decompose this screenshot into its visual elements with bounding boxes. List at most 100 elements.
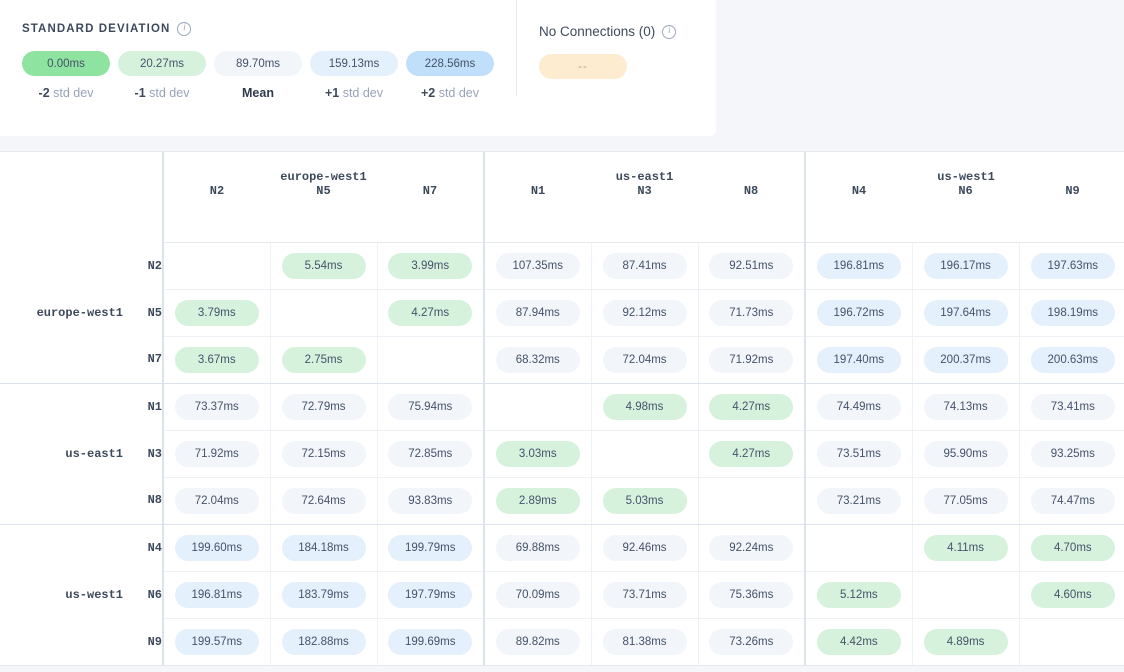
latency-cell[interactable]: 198.19ms	[1019, 289, 1124, 337]
latency-value-pill[interactable]: 197.40ms	[816, 346, 901, 373]
latency-value-pill[interactable]: 69.88ms	[495, 534, 580, 561]
latency-value-pill[interactable]: 5.54ms	[281, 252, 366, 279]
latency-cell[interactable]: 197.64ms	[912, 289, 1020, 337]
latency-cell[interactable]: 73.37ms	[163, 383, 271, 431]
latency-value-pill[interactable]: 4.60ms	[1030, 581, 1115, 608]
info-circle-icon[interactable]: i	[177, 22, 192, 36]
latency-value-pill[interactable]: 92.24ms	[709, 534, 794, 561]
latency-cell[interactable]	[163, 242, 271, 290]
latency-value-pill[interactable]: 75.94ms	[388, 393, 473, 420]
latency-value-pill[interactable]: 199.69ms	[388, 628, 473, 655]
latency-value-pill[interactable]: 73.71ms	[602, 581, 687, 608]
latency-cell[interactable]: 3.67ms	[163, 336, 271, 384]
latency-cell[interactable]: 196.17ms	[912, 242, 1020, 290]
latency-value-pill[interactable]: 4.27ms	[388, 299, 473, 326]
latency-value-pill[interactable]: 200.37ms	[923, 346, 1008, 373]
latency-value-pill[interactable]: 74.13ms	[923, 393, 1008, 420]
latency-cell[interactable]: 4.60ms	[1019, 571, 1124, 619]
latency-cell[interactable]: 71.73ms	[698, 289, 806, 337]
latency-value-pill[interactable]: 197.63ms	[1030, 252, 1115, 279]
latency-cell[interactable]: 73.41ms	[1019, 383, 1124, 431]
latency-cell[interactable]: 5.03ms	[591, 477, 699, 525]
latency-value-pill[interactable]: 87.94ms	[495, 299, 580, 326]
latency-cell[interactable]: 74.49ms	[804, 383, 913, 431]
latency-value-pill[interactable]: 71.92ms	[174, 440, 259, 467]
latency-value-pill[interactable]: 71.92ms	[709, 346, 794, 373]
latency-value-pill[interactable]: 92.12ms	[602, 299, 687, 326]
latency-value-pill[interactable]: 199.57ms	[174, 628, 259, 655]
latency-cell[interactable]: 92.12ms	[591, 289, 699, 337]
latency-cell[interactable]: 5.12ms	[804, 571, 913, 619]
latency-cell[interactable]: 3.03ms	[483, 430, 592, 478]
latency-cell[interactable]: 70.09ms	[483, 571, 592, 619]
latency-value-pill[interactable]: 73.51ms	[816, 440, 901, 467]
latency-cell[interactable]: 72.64ms	[270, 477, 378, 525]
latency-cell[interactable]: 4.11ms	[912, 524, 1020, 572]
latency-cell[interactable]: 73.51ms	[804, 430, 913, 478]
latency-cell[interactable]: 75.36ms	[698, 571, 806, 619]
latency-cell[interactable]	[270, 289, 378, 337]
latency-value-pill[interactable]: 196.17ms	[923, 252, 1008, 279]
latency-cell[interactable]	[912, 571, 1020, 619]
latency-value-pill[interactable]: 73.37ms	[174, 393, 259, 420]
latency-value-pill[interactable]: 196.72ms	[816, 299, 901, 326]
latency-cell[interactable]: 69.88ms	[483, 524, 592, 572]
latency-value-pill[interactable]: 72.64ms	[281, 487, 366, 514]
latency-value-pill[interactable]: 4.27ms	[709, 393, 794, 420]
latency-cell[interactable]	[483, 383, 592, 431]
latency-value-pill[interactable]: 5.03ms	[602, 487, 687, 514]
latency-cell[interactable]: 89.82ms	[483, 618, 592, 665]
latency-cell[interactable]: 87.41ms	[591, 242, 699, 290]
latency-cell[interactable]: 200.63ms	[1019, 336, 1124, 384]
latency-cell[interactable]: 72.85ms	[377, 430, 485, 478]
latency-cell[interactable]: 107.35ms	[483, 242, 592, 290]
latency-value-pill[interactable]: 73.41ms	[1030, 393, 1115, 420]
latency-cell[interactable]: 75.94ms	[377, 383, 485, 431]
latency-value-pill[interactable]: 4.89ms	[923, 628, 1008, 655]
latency-value-pill[interactable]: 197.79ms	[388, 581, 473, 608]
latency-cell[interactable]	[591, 430, 699, 478]
latency-value-pill[interactable]: 93.25ms	[1030, 440, 1115, 467]
latency-cell[interactable]: 93.83ms	[377, 477, 485, 525]
latency-cell[interactable]: 183.79ms	[270, 571, 378, 619]
latency-cell[interactable]: 3.79ms	[163, 289, 271, 337]
latency-cell[interactable]: 72.15ms	[270, 430, 378, 478]
latency-value-pill[interactable]: 72.15ms	[281, 440, 366, 467]
latency-value-pill[interactable]: 5.12ms	[816, 581, 901, 608]
latency-value-pill[interactable]: 3.79ms	[174, 299, 259, 326]
latency-value-pill[interactable]: 75.36ms	[709, 581, 794, 608]
latency-cell[interactable]: 72.04ms	[163, 477, 271, 525]
latency-cell[interactable]	[377, 336, 485, 384]
latency-value-pill[interactable]: 199.60ms	[174, 534, 259, 561]
latency-value-pill[interactable]: 77.05ms	[923, 487, 1008, 514]
latency-value-pill[interactable]: 71.73ms	[709, 299, 794, 326]
latency-cell[interactable]: 92.24ms	[698, 524, 806, 572]
latency-cell[interactable]: 73.26ms	[698, 618, 806, 665]
latency-value-pill[interactable]: 198.19ms	[1030, 299, 1115, 326]
latency-value-pill[interactable]: 3.67ms	[174, 346, 259, 373]
latency-value-pill[interactable]: 196.81ms	[816, 252, 901, 279]
latency-cell[interactable]: 4.42ms	[804, 618, 913, 665]
latency-cell[interactable]: 71.92ms	[698, 336, 806, 384]
latency-cell[interactable]: 93.25ms	[1019, 430, 1124, 478]
latency-cell[interactable]: 199.79ms	[377, 524, 485, 572]
latency-cell[interactable]: 4.27ms	[377, 289, 485, 337]
latency-value-pill[interactable]: 93.83ms	[388, 487, 473, 514]
latency-value-pill[interactable]: 74.49ms	[816, 393, 901, 420]
latency-cell[interactable]	[1019, 618, 1124, 665]
latency-cell[interactable]	[804, 524, 913, 572]
latency-cell[interactable]: 196.81ms	[163, 571, 271, 619]
latency-value-pill[interactable]: 87.41ms	[602, 252, 687, 279]
latency-cell[interactable]: 4.98ms	[591, 383, 699, 431]
latency-value-pill[interactable]: 183.79ms	[281, 581, 366, 608]
latency-cell[interactable]: 4.70ms	[1019, 524, 1124, 572]
latency-cell[interactable]: 2.75ms	[270, 336, 378, 384]
latency-value-pill[interactable]: 89.82ms	[495, 628, 580, 655]
latency-cell[interactable]: 2.89ms	[483, 477, 592, 525]
latency-cell[interactable]: 196.81ms	[804, 242, 913, 290]
latency-cell[interactable]	[698, 477, 806, 525]
latency-value-pill[interactable]: 95.90ms	[923, 440, 1008, 467]
latency-value-pill[interactable]: 4.27ms	[709, 440, 794, 467]
latency-cell[interactable]: 199.57ms	[163, 618, 271, 665]
latency-cell[interactable]: 72.79ms	[270, 383, 378, 431]
